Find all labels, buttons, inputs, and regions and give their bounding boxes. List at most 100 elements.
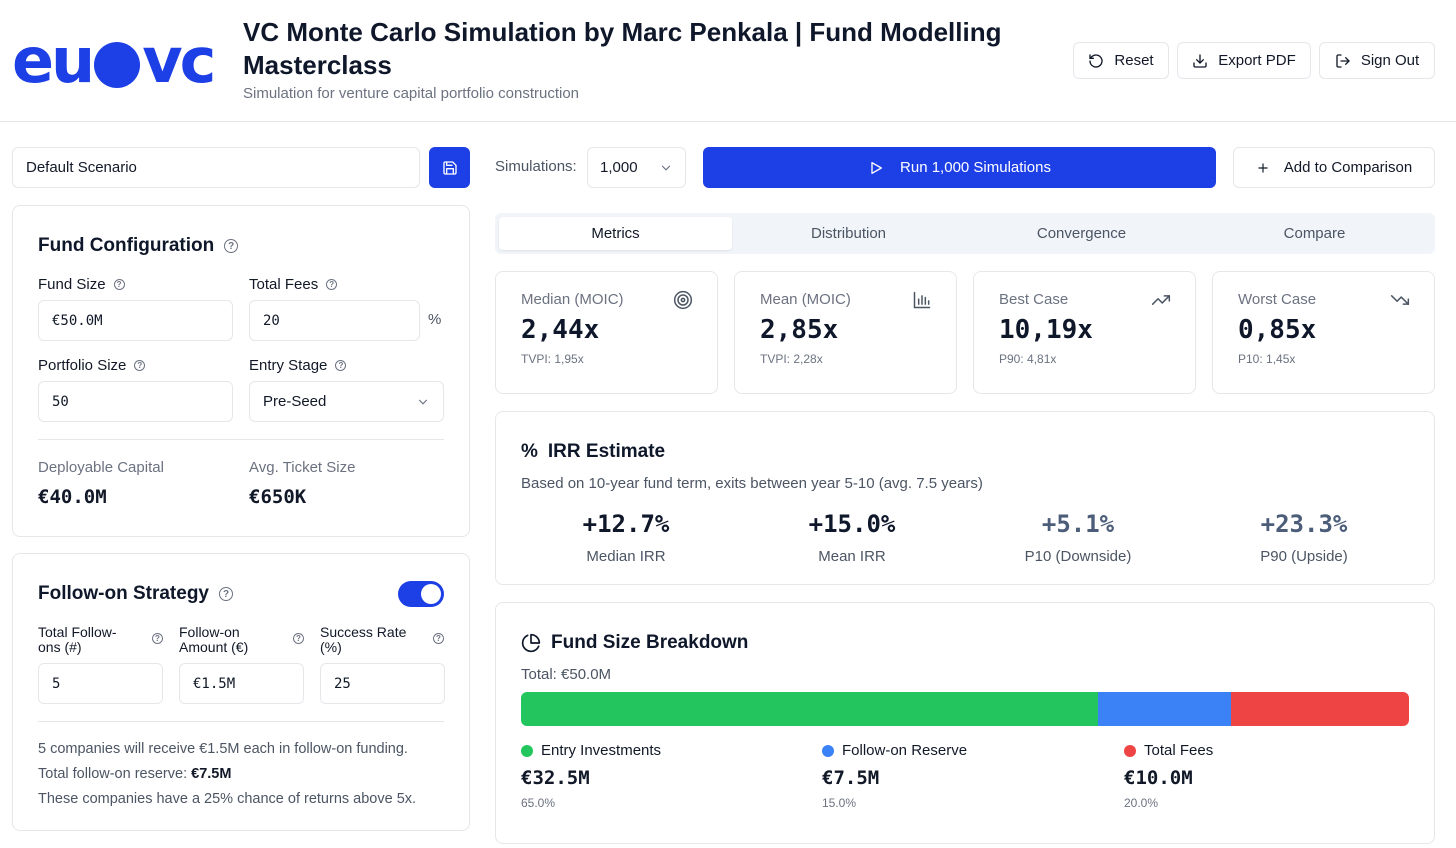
entry-stage-select[interactable]: Pre-Seed xyxy=(249,381,444,422)
save-icon xyxy=(442,160,457,175)
scenario-name-input[interactable]: Default Scenario xyxy=(12,147,420,188)
irr-estimate-card: % IRR Estimate Based on 10-year fund ter… xyxy=(495,411,1435,585)
sign-out-button[interactable]: Sign Out xyxy=(1319,42,1435,79)
export-pdf-button[interactable]: Export PDF xyxy=(1177,42,1311,79)
portfolio-size-label: Portfolio Size ? xyxy=(38,357,146,374)
target-icon xyxy=(673,290,693,310)
euovc-logo[interactable]: eu vc xyxy=(12,24,216,97)
entry-stage-value: Pre-Seed xyxy=(263,393,327,410)
total-fees-label: Total Fees ? xyxy=(249,276,338,293)
follow-on-amount-input[interactable]: €1.5M xyxy=(179,663,304,704)
stat-value: 2,44x xyxy=(521,315,600,345)
follow-on-note-2-prefix: Total follow-on reserve: xyxy=(38,766,192,782)
stat-value: 0,85x xyxy=(1238,315,1317,345)
legend-dot xyxy=(1124,744,1136,757)
follow-on-count-input[interactable]: 5 xyxy=(38,663,163,704)
legend-percent: 15.0% xyxy=(822,796,857,810)
legend-percent: 20.0% xyxy=(1124,796,1159,810)
follow-on-amount-label-line1: Follow-on xyxy=(179,624,240,640)
irr-p90: +23.3% P90 (Upside) xyxy=(1191,510,1417,565)
success-rate-input[interactable]: 25 xyxy=(320,663,445,704)
follow-on-note-2: Total follow-on reserve: €7.5M xyxy=(38,762,416,787)
header: eu vc VC Monte Carlo Simulation by Marc P… xyxy=(0,0,1456,122)
simulations-select[interactable]: 1,000 xyxy=(587,147,686,188)
legend-value: €32.5M xyxy=(521,767,590,789)
deployable-capital-label: Deployable Capital xyxy=(38,459,164,476)
stat-sub: TVPI: 2,28x xyxy=(760,352,823,366)
tab-metrics[interactable]: Metrics xyxy=(499,217,732,250)
irr-mean: +15.0% Mean IRR xyxy=(739,510,965,565)
irr-label: P90 (Upside) xyxy=(1260,548,1348,565)
legend-dot xyxy=(521,744,533,757)
add-to-comparison-button[interactable]: Add to Comparison xyxy=(1233,147,1435,188)
add-to-comparison-label: Add to Comparison xyxy=(1283,159,1413,176)
save-scenario-button[interactable] xyxy=(429,147,470,188)
fund-size-breakdown-heading: Fund Size Breakdown xyxy=(551,632,749,653)
help-icon[interactable]: ? xyxy=(335,360,347,371)
stat-sub: TVPI: 1,95x xyxy=(521,352,584,366)
irr-value: +23.3% xyxy=(1260,510,1348,538)
help-icon[interactable]: ? xyxy=(224,239,239,253)
legend-label: Follow-on Reserve xyxy=(842,742,968,759)
tab-distribution[interactable]: Distribution xyxy=(810,225,887,242)
help-icon[interactable]: ? xyxy=(219,587,233,601)
portfolio-size-input[interactable]: 50 xyxy=(38,381,233,422)
help-icon[interactable]: ? xyxy=(326,279,338,290)
results-tabs: Metrics Distribution Convergence Compare xyxy=(495,213,1435,254)
avg-ticket-size-value: €650K xyxy=(249,486,307,508)
fund-configuration-heading: Fund Configuration xyxy=(38,235,215,256)
stat-sub: P90: 4,81x xyxy=(999,352,1057,366)
stat-label: Median (MOIC) xyxy=(521,291,624,308)
reset-icon xyxy=(1089,53,1104,68)
help-icon[interactable]: ? xyxy=(293,633,304,644)
irr-value: +15.0% xyxy=(808,510,896,538)
deployable-capital-value: €40.0M xyxy=(38,486,107,508)
fund-configuration-title: Fund Configuration ? xyxy=(38,235,239,257)
fund-size-input[interactable]: €50.0M xyxy=(38,300,233,341)
stat-sub: P10: 1,45x xyxy=(1238,352,1296,366)
avg-ticket-size-label: Avg. Ticket Size xyxy=(249,459,356,476)
follow-on-count-label-line2: ons (#) xyxy=(38,639,82,655)
irr-value: +12.7% xyxy=(582,510,670,538)
follow-on-note-3: These companies have a 25% chance of ret… xyxy=(38,791,417,807)
run-simulations-label: Run 1,000 Simulations xyxy=(900,159,1051,176)
page-title: VC Monte Carlo Simulation by Marc Penkal… xyxy=(243,17,1002,80)
percent-icon: % xyxy=(521,441,538,462)
help-icon[interactable]: ? xyxy=(433,633,444,644)
follow-on-toggle[interactable] xyxy=(398,581,444,607)
follow-on-count-label: Total Follow- ons (#) ? xyxy=(38,625,163,655)
log-out-icon xyxy=(1336,53,1350,68)
tab-compare[interactable]: Compare xyxy=(1283,225,1346,242)
follow-on-count-label-line1: Total Follow- xyxy=(38,624,117,640)
success-rate-label-line1: Success Rate xyxy=(320,624,407,640)
reset-button[interactable]: Reset xyxy=(1073,42,1169,79)
total-fees-label-text: Total Fees xyxy=(249,276,319,293)
follow-on-amount-label: Follow-on Amount (€) ? xyxy=(179,625,304,655)
total-fees-unit: % xyxy=(428,311,442,328)
bar-chart-icon xyxy=(913,291,931,309)
stat-label: Mean (MOIC) xyxy=(760,291,851,308)
follow-on-summary: 5 companies will receive €1.5M each in f… xyxy=(38,737,416,812)
irr-label: Mean IRR xyxy=(818,548,886,565)
total-fees-input[interactable]: 20 xyxy=(249,300,420,341)
help-icon[interactable]: ? xyxy=(134,360,146,371)
entry-stage-label: Entry Stage ? xyxy=(249,357,347,374)
breakdown-segment-fees xyxy=(1231,692,1409,726)
legend-label: Total Fees xyxy=(1144,742,1214,759)
follow-on-strategy-card: Follow-on Strategy ? Total Follow- ons (… xyxy=(12,553,470,831)
legend-label: Entry Investments xyxy=(541,742,662,759)
help-icon[interactable]: ? xyxy=(152,633,163,644)
run-simulations-button[interactable]: Run 1,000 Simulations xyxy=(703,147,1216,188)
fund-size-breakdown-card: Fund Size Breakdown Total: €50.0M Entry … xyxy=(495,602,1435,844)
breakdown-segment-follow-on xyxy=(1098,692,1232,726)
follow-on-reserve-value: €7.5M xyxy=(191,766,232,782)
play-icon xyxy=(871,161,883,174)
breakdown-bar xyxy=(521,692,1409,726)
tab-convergence[interactable]: Convergence xyxy=(1036,225,1127,242)
legend-total-fees: Total Fees €10.0M 20.0% xyxy=(1124,742,1213,810)
stat-label: Worst Case xyxy=(1238,291,1317,308)
fund-configuration-card: Fund Configuration ? Fund Size ? €50.0M … xyxy=(12,205,470,537)
stat-value: 2,85x xyxy=(760,315,839,345)
help-icon[interactable]: ? xyxy=(113,279,125,290)
breakdown-segment-entry xyxy=(521,692,1099,726)
